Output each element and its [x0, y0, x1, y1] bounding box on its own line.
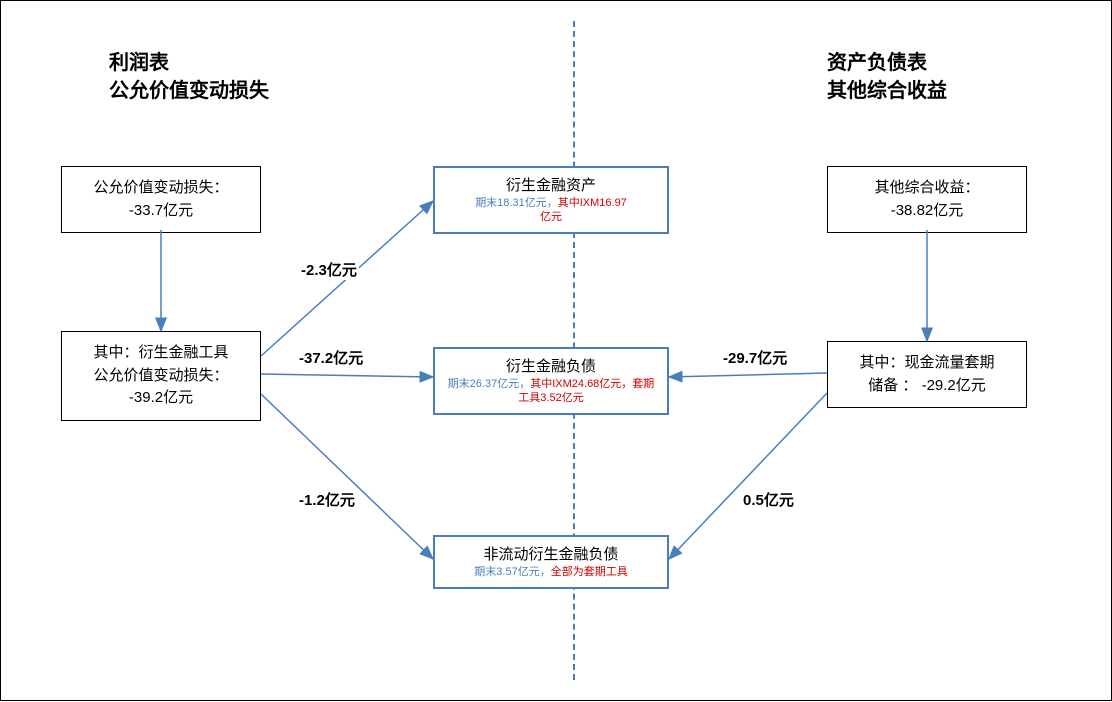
- node-derivative-assets: 衍生金融资产 期末18.31亿元，其中IXM16.97亿元: [433, 166, 669, 234]
- edge-arrow-5: [669, 373, 827, 377]
- node-cashflow-hedge-reserve: 其中：现金流量套期 储备 ： -29.2亿元: [827, 341, 1027, 408]
- node-derivative-instrument-loss-text: 其中：衍生金融工具 公允价值变动损失： -39.2亿元: [93, 344, 228, 406]
- header-right-line2: 其他综合收益: [827, 77, 947, 105]
- node-noncurrent-derivative-liabilities-title: 非流动衍生金融负债: [445, 545, 657, 565]
- edge-arrow-3: [261, 394, 433, 559]
- edge-label-6: 0.5亿元: [741, 489, 796, 510]
- edge-label-3: -1.2亿元: [297, 489, 357, 510]
- edge-label-5: -29.7亿元: [721, 347, 789, 368]
- node-derivative-assets-detail: 期末18.31亿元，其中IXM16.97亿元: [445, 196, 657, 225]
- node-derivative-assets-title: 衍生金融资产: [445, 176, 657, 196]
- node-noncurrent-derivative-liabilities: 非流动衍生金融负债 期末3.57亿元，全部为套期工具: [433, 535, 669, 589]
- edge-label-1: -2.3亿元: [299, 259, 359, 280]
- node-other-comprehensive-income: 其他综合收益： -38.82亿元: [827, 166, 1027, 233]
- header-right: 资产负债表 其他综合收益: [827, 49, 947, 105]
- header-left-line2: 公允价值变动损失: [109, 77, 269, 105]
- edge-arrow-6: [669, 393, 827, 559]
- node-other-comprehensive-income-text: 其他综合收益： -38.82亿元: [874, 179, 979, 219]
- node-fair-value-loss: 公允价值变动损失： -33.7亿元: [61, 166, 261, 233]
- node-fair-value-loss-text: 公允价值变动损失： -33.7亿元: [93, 179, 228, 219]
- node-derivative-liabilities-title: 衍生金融负债: [445, 357, 657, 377]
- node-derivative-liabilities-detail: 期末26.37亿元，其中IXM24.68亿元，套期工具3.52亿元: [445, 377, 657, 406]
- header-left: 利润表 公允价值变动损失: [109, 49, 269, 105]
- node-cashflow-hedge-reserve-text: 其中：现金流量套期 储备 ： -29.2亿元: [859, 354, 994, 394]
- header-right-line1: 资产负债表: [827, 49, 947, 77]
- node-noncurrent-derivative-liabilities-detail: 期末3.57亿元，全部为套期工具: [445, 565, 657, 579]
- header-left-line1: 利润表: [109, 49, 269, 77]
- node-derivative-instrument-loss: 其中：衍生金融工具 公允价值变动损失： -39.2亿元: [61, 331, 261, 421]
- edge-label-2: -37.2亿元: [297, 347, 365, 368]
- node-derivative-liabilities: 衍生金融负债 期末26.37亿元，其中IXM24.68亿元，套期工具3.52亿元: [433, 347, 669, 415]
- edge-arrow-2: [261, 374, 433, 377]
